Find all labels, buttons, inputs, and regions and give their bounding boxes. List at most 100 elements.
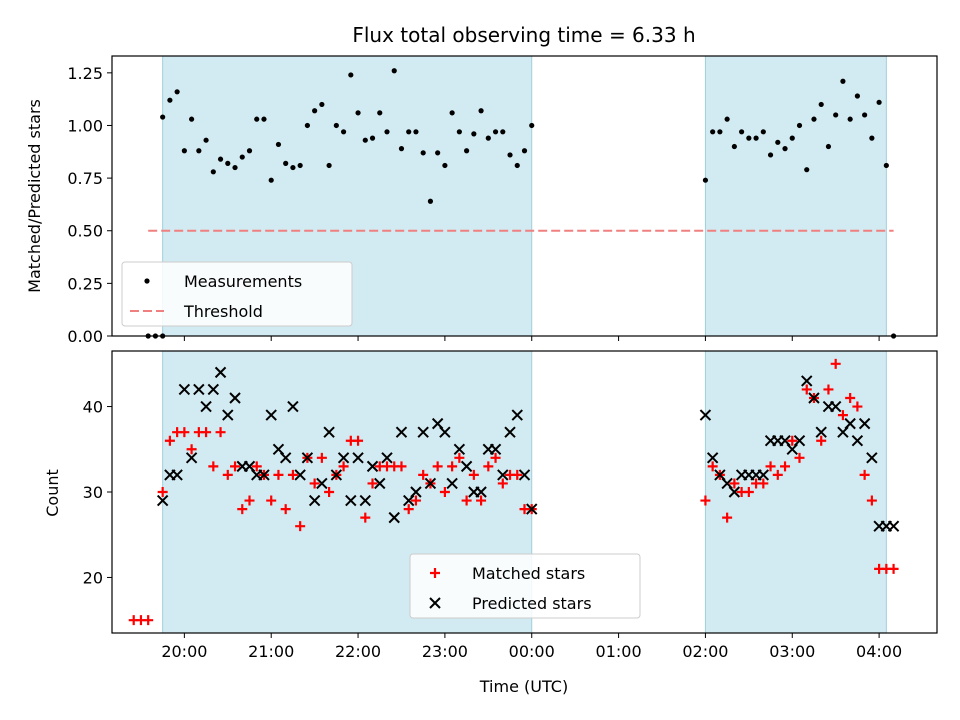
predicted-point	[475, 486, 487, 498]
chart-title: Flux total observing time = 6.33 h	[352, 23, 695, 47]
matched-point	[251, 461, 262, 472]
predicted-point	[511, 409, 523, 421]
matched-point	[143, 615, 154, 626]
measurement-point	[420, 150, 426, 156]
predicted-point	[308, 494, 321, 507]
predicted-point	[214, 366, 227, 379]
measurement-point	[724, 116, 730, 122]
predicted-point	[815, 426, 827, 438]
predicted-point	[294, 469, 306, 481]
matched-point	[273, 469, 284, 480]
measurement-point	[369, 135, 376, 141]
measurement-point	[485, 135, 491, 141]
y-axis-label-bottom: Count	[43, 469, 62, 517]
series-1	[145, 68, 897, 339]
predicted-point	[359, 494, 371, 507]
matched-point	[888, 563, 899, 574]
predicted-point	[866, 452, 878, 464]
predicted-point	[851, 435, 864, 447]
measurement-point	[804, 167, 810, 173]
measurement-point	[514, 162, 520, 169]
measurement-point	[854, 93, 860, 99]
predicted-point	[323, 426, 335, 438]
y-tick-label: 0.75	[67, 169, 103, 188]
y-tick-label: 1.25	[67, 64, 103, 83]
matched-point	[823, 384, 834, 395]
measurement-point	[290, 164, 296, 171]
measurement-point	[435, 150, 441, 156]
y-tick-label: 30	[83, 483, 103, 502]
measurement-point	[717, 129, 723, 135]
measurement-point	[333, 122, 339, 129]
legend-label: Matched stars	[472, 564, 585, 583]
predicted-point	[808, 392, 820, 404]
matched-point	[353, 435, 364, 446]
predicted-point	[858, 417, 871, 430]
x-tick-label: 23:00	[422, 642, 468, 661]
predicted-point	[439, 426, 451, 438]
measurement-point	[398, 146, 405, 152]
measurement-point	[189, 116, 195, 122]
predicted-point	[301, 452, 314, 464]
x-tick-label: 21:00	[248, 642, 294, 661]
measurement-point	[348, 72, 354, 78]
measurement-point	[456, 129, 462, 135]
predicted-point	[330, 469, 343, 481]
matched-point	[309, 478, 320, 489]
measurement-point	[833, 112, 839, 118]
measurement-point	[326, 162, 332, 169]
matched-point	[367, 478, 378, 489]
predicted-point	[887, 520, 900, 532]
measurement-point	[312, 108, 318, 114]
measurement-point	[355, 110, 361, 116]
matched-point	[215, 427, 226, 438]
matched-point	[794, 452, 805, 463]
measurement-point	[340, 129, 347, 135]
y-tick-label: 1.00	[67, 116, 103, 135]
predicted-point	[453, 443, 466, 455]
matched-point	[201, 427, 212, 438]
predicted-point	[287, 400, 299, 413]
measurement-point	[442, 162, 448, 169]
matched-point	[157, 487, 168, 497]
measurement-point	[883, 162, 889, 169]
measurement-point	[811, 116, 817, 122]
matched-point	[208, 461, 219, 472]
legend-label: Predicted stars	[472, 594, 592, 613]
measurement-point	[478, 108, 484, 114]
matched-point	[468, 469, 479, 480]
predicted-point	[185, 452, 198, 464]
matched-point	[316, 452, 327, 463]
measurement-point	[449, 110, 455, 116]
measurement-point	[710, 129, 716, 135]
top-panel: 0.00 0.25 0.50 0.75 1.00 1.25 Measurements Thre…	[67, 55, 938, 346]
measurement-point	[239, 154, 245, 160]
measurement-point	[739, 129, 745, 135]
matched-point	[801, 384, 812, 395]
measurement-point	[319, 101, 325, 108]
predicted-point	[518, 469, 531, 481]
measurement-point	[232, 164, 238, 171]
measurement-point	[753, 135, 759, 141]
predicted-point	[801, 375, 813, 387]
legend-label: Measurements	[184, 272, 302, 291]
measurement-point	[521, 148, 528, 154]
matched-point	[476, 495, 487, 506]
matched-point	[490, 452, 501, 463]
predicted-point	[446, 477, 458, 490]
measurement-point	[246, 148, 253, 154]
measurement-point	[775, 139, 781, 145]
x-tick-label: 22:00	[335, 642, 381, 661]
predicted-point	[526, 503, 538, 515]
predicted-point	[395, 426, 408, 438]
predicted-point	[352, 452, 364, 464]
measurement-point	[760, 129, 766, 135]
measurement-point	[384, 129, 390, 135]
measurement-point	[167, 97, 173, 103]
predicted-point	[424, 477, 437, 490]
predicted-point	[279, 452, 292, 464]
measurement-point	[391, 68, 397, 74]
series-2	[156, 366, 900, 532]
shaded-region-2	[704, 55, 887, 337]
